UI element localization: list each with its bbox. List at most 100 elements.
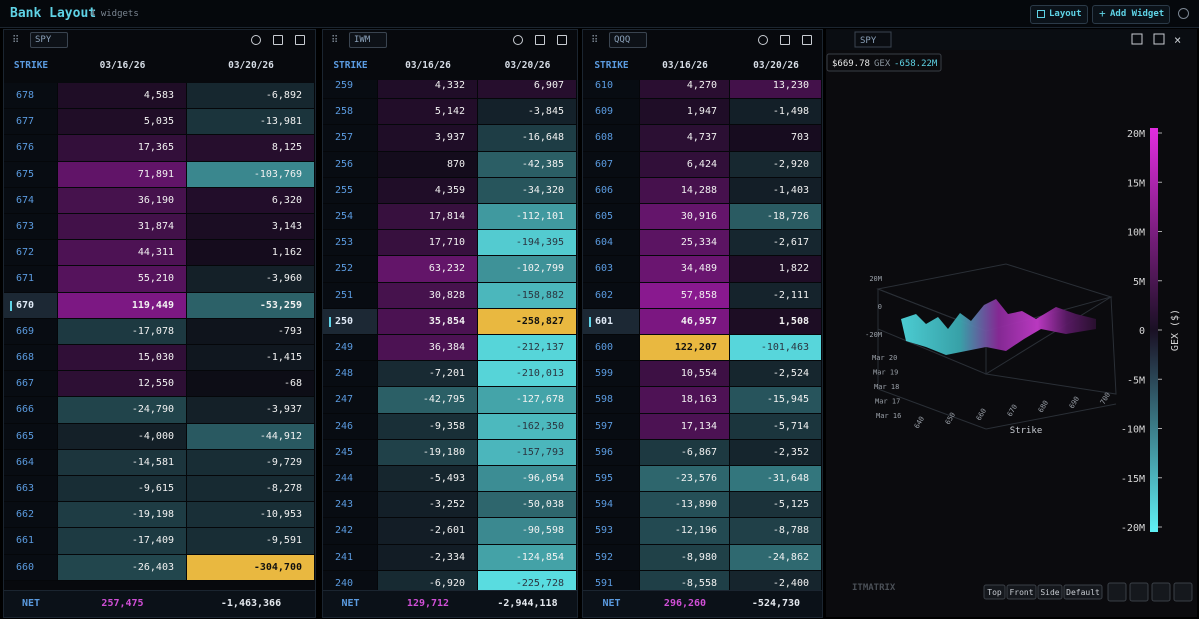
value-cell: -19,180	[378, 439, 478, 466]
value-cell: 6,424	[640, 151, 730, 178]
value-cell: 4,359	[378, 177, 478, 204]
net-value: -524,730	[751, 598, 801, 609]
add-widget-button[interactable]	[1092, 5, 1170, 24]
settings-icon[interactable]	[251, 35, 261, 45]
value-cell: -158,882	[478, 282, 577, 309]
tool-button[interactable]	[1173, 582, 1193, 602]
value-cell: 1,162	[187, 240, 315, 267]
toolbar-icon[interactable]	[1153, 33, 1165, 45]
settings-icon[interactable]	[758, 35, 768, 45]
strike-cell: 256	[323, 151, 378, 178]
net-row	[4, 590, 315, 617]
view-button-label[interactable]: Front	[1009, 588, 1033, 597]
strike-cell: 592	[583, 544, 640, 571]
view-button-label[interactable]: Default	[1066, 588, 1100, 597]
ticker-box	[854, 31, 892, 48]
strike-cell: 678	[4, 83, 58, 110]
price-tag	[826, 53, 942, 72]
layout-button[interactable]	[1030, 5, 1088, 24]
strike-cell: 242	[323, 518, 378, 545]
value-cell: -26,403	[58, 554, 187, 581]
strike-cell: 669	[4, 318, 58, 345]
tool-button[interactable]	[1129, 582, 1149, 602]
open-icon[interactable]	[535, 35, 545, 45]
view-button-label[interactable]: Side	[1040, 588, 1059, 597]
value-cell: 703	[730, 125, 822, 152]
value-cell: -5,125	[730, 492, 822, 519]
strike-cell: 607	[583, 151, 640, 178]
strike-cell: 246	[323, 413, 378, 440]
colorbar-tick-label: 0	[1139, 326, 1145, 337]
z-tick-label: 20M	[869, 275, 882, 283]
close-icon[interactable]	[557, 35, 567, 45]
value-cell: 35,854	[378, 308, 478, 335]
settings-icon[interactable]	[513, 35, 523, 45]
value-cell: -8,558	[640, 570, 730, 590]
ticker-input[interactable]: QQQ	[609, 32, 647, 48]
view-button[interactable]	[983, 584, 1006, 600]
tool-button[interactable]	[1107, 582, 1127, 602]
z-tick-label: 0	[878, 303, 882, 311]
value-cell: -212,137	[478, 335, 577, 362]
value-cell: 122,207	[640, 335, 730, 362]
strike-cell: 663	[4, 476, 58, 503]
colorbar-tick-label: -20M	[1121, 523, 1145, 534]
strike-cell: 258	[323, 99, 378, 126]
open-icon[interactable]	[780, 35, 790, 45]
view-button-label[interactable]: Top	[987, 588, 1002, 597]
value-cell: 5,035	[58, 109, 187, 136]
value-cell: -3,937	[187, 397, 315, 424]
value-cell: 17,814	[378, 204, 478, 231]
value-cell: 30,916	[640, 204, 730, 231]
value-cell: -1,403	[730, 177, 822, 204]
gex-label: GEX	[874, 59, 891, 69]
net-value: NET	[602, 598, 621, 609]
column-header: 03/20/26	[504, 60, 551, 71]
value-cell: -194,395	[478, 230, 577, 257]
value-cell: -304,700	[187, 554, 315, 581]
value-cell: -1,498	[730, 99, 822, 126]
toolbar-icon[interactable]	[1131, 33, 1143, 45]
strike-cell: 673	[4, 214, 58, 241]
help-icon[interactable]	[1178, 8, 1189, 19]
plus-icon: +	[1099, 7, 1106, 20]
top-bar	[0, 0, 1199, 28]
view-button[interactable]	[1037, 584, 1063, 600]
view-button[interactable]	[1063, 584, 1103, 600]
title: Bank Layout	[10, 6, 97, 21]
value-cell: -90,598	[478, 518, 577, 545]
colorbar-tick-label: -15M	[1121, 474, 1145, 485]
open-icon[interactable]	[273, 35, 283, 45]
date-tick-label: Mar 18	[874, 383, 899, 391]
value-cell: 17,365	[58, 135, 187, 162]
value-cell: -68	[187, 371, 315, 398]
value-cell: -12,196	[640, 518, 730, 545]
column-header: STRIKE	[333, 60, 368, 71]
strike-cell: 244	[323, 466, 378, 493]
value-cell: 4,332	[378, 80, 478, 100]
value-cell: 15,030	[58, 345, 187, 372]
value-cell: 1,508	[730, 308, 822, 335]
view-button[interactable]	[1006, 584, 1037, 600]
ticker-input[interactable]: IWM	[349, 32, 387, 48]
value-cell: -96,054	[478, 466, 577, 493]
drag-handle: ⠿	[331, 35, 339, 46]
strike-cell: 591	[583, 570, 640, 590]
value-cell: 13,230	[730, 80, 822, 100]
strike-cell: 252	[323, 256, 378, 283]
ticker-input[interactable]: SPY	[30, 32, 68, 48]
close-icon[interactable]: ×	[1174, 33, 1181, 47]
close-icon[interactable]	[802, 35, 812, 45]
colorbar-tick-label: 15M	[1127, 178, 1145, 189]
strike-cell: 602	[583, 282, 640, 309]
net-row	[583, 590, 822, 617]
strike-cell: 257	[323, 125, 378, 152]
net-value: 296,260	[663, 598, 707, 609]
date-tick-label: Mar 20	[872, 354, 897, 362]
ticker-input: SPY	[860, 36, 877, 46]
value-cell: -103,769	[187, 161, 315, 188]
tool-button[interactable]	[1151, 582, 1171, 602]
value-cell: -101,463	[730, 335, 822, 362]
close-icon[interactable]	[295, 35, 305, 45]
value-cell: 4,270	[640, 80, 730, 100]
